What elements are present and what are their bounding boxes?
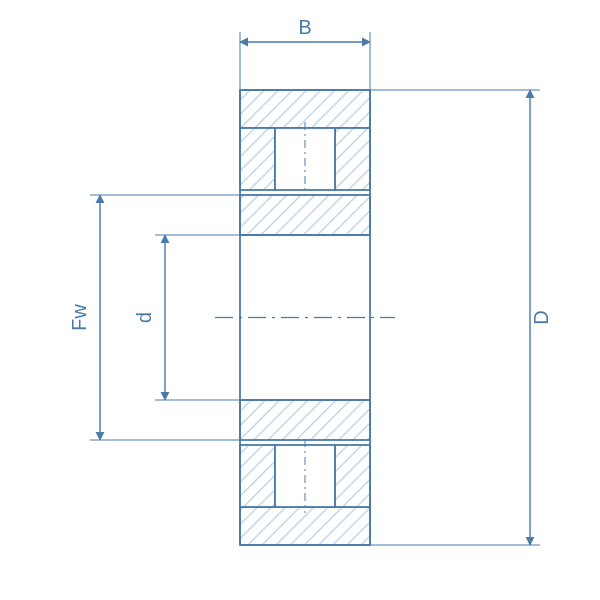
outer-ring-lip-bot-right: [335, 445, 370, 507]
inner-ring-top: [240, 195, 370, 235]
bearing-diagram: B Dd Fw: [0, 0, 600, 600]
label-d: d: [134, 312, 156, 323]
outer-ring-lip-top-left: [240, 128, 275, 190]
inner-ring-bottom: [240, 400, 370, 440]
outer-ring-lip-bot-left: [240, 445, 275, 507]
label-D: D: [531, 310, 553, 324]
outer-ring-lip-top-right: [335, 128, 370, 190]
label-Fw: Fw: [69, 304, 91, 331]
label-B: B: [298, 17, 311, 39]
